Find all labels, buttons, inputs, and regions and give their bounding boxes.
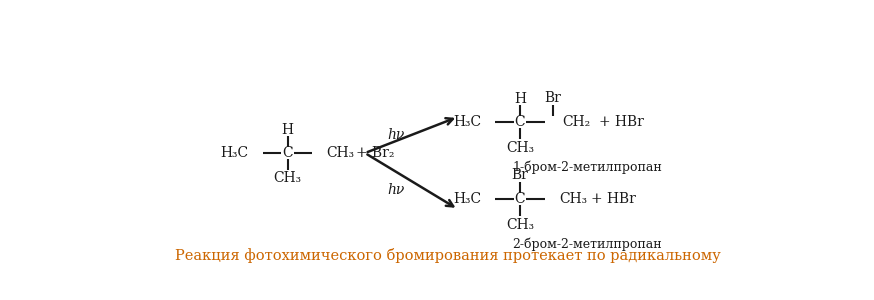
- Text: hν: hν: [387, 128, 405, 142]
- Text: H: H: [514, 92, 526, 106]
- Text: C: C: [515, 115, 525, 129]
- Text: H₃C: H₃C: [453, 115, 482, 129]
- Text: C: C: [282, 146, 293, 160]
- Text: CH₃: CH₃: [274, 171, 302, 185]
- Text: + HBr: + HBr: [599, 115, 644, 129]
- Text: CH₃: CH₃: [326, 146, 354, 160]
- Text: 2-бром-2-метилпропан: 2-бром-2-метилпропан: [512, 237, 662, 251]
- Text: Br: Br: [545, 91, 561, 105]
- Text: + HBr: + HBr: [592, 192, 636, 206]
- Text: CH₃: CH₃: [558, 192, 586, 206]
- Text: Br: Br: [511, 168, 529, 182]
- Text: CH₃: CH₃: [506, 218, 534, 232]
- Text: H₃C: H₃C: [220, 146, 249, 160]
- Text: H₃C: H₃C: [453, 192, 482, 206]
- Text: 1-бром-2-метилпропан: 1-бром-2-метилпропан: [512, 160, 662, 174]
- Text: + Br₂: + Br₂: [356, 146, 394, 160]
- Text: CH₃: CH₃: [506, 141, 534, 155]
- Text: C: C: [515, 192, 525, 206]
- Text: CH₂: CH₂: [562, 115, 590, 129]
- Text: H: H: [281, 123, 294, 137]
- Text: hν: hν: [387, 183, 405, 197]
- Text: Реакция фотохимического бромирования протекает по радикальному: Реакция фотохимического бромирования про…: [175, 248, 721, 263]
